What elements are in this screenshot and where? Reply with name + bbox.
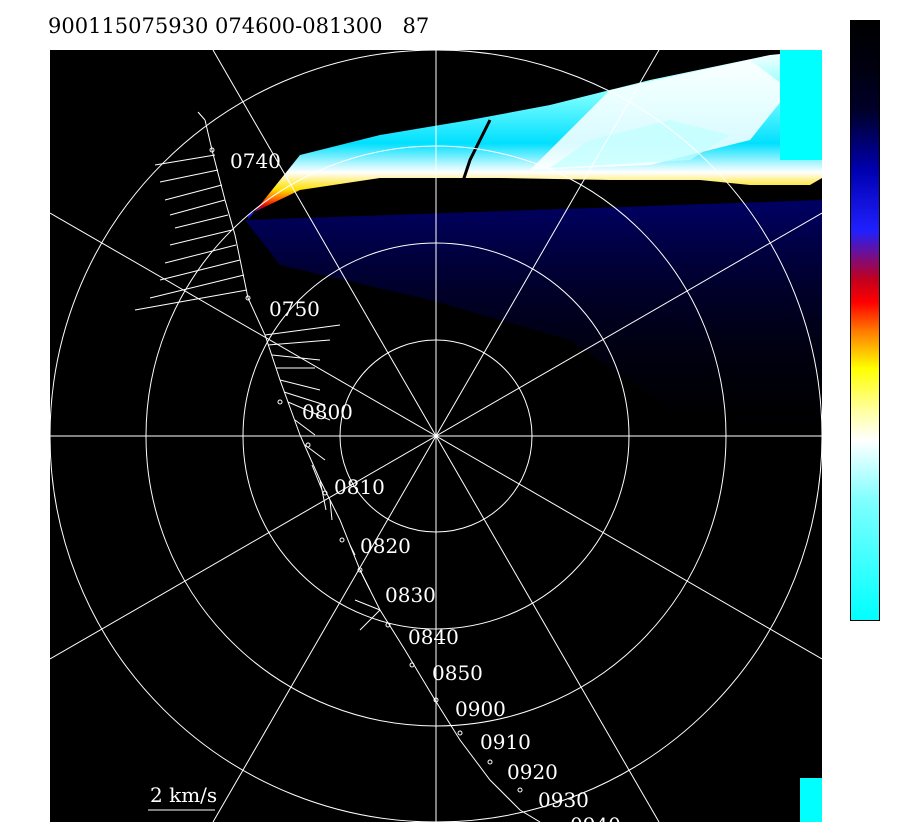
time-label: 0740 xyxy=(230,149,281,173)
time-label: 0920 xyxy=(507,760,558,784)
polar-plot: 0740 0750 0800 0810 0820 0830 0840 0850 … xyxy=(50,50,822,822)
aircraft-track xyxy=(134,111,541,822)
time-label: 0800 xyxy=(302,400,353,424)
time-label: 0940 xyxy=(570,813,621,822)
azimuth-spokes xyxy=(50,50,822,822)
time-label: 0810 xyxy=(334,475,385,499)
echo-fade-region xyxy=(245,200,822,440)
color-scale-bar xyxy=(850,20,880,621)
echo-band xyxy=(248,50,822,822)
time-label: 0830 xyxy=(385,583,436,607)
time-label: 0850 xyxy=(432,661,483,685)
time-label: 0750 xyxy=(269,297,320,321)
time-label: 0840 xyxy=(408,625,459,649)
time-labels: 0740 0750 0800 0810 0820 0830 0840 0850 … xyxy=(230,149,621,822)
time-label: 0930 xyxy=(538,788,589,812)
time-label: 0900 xyxy=(455,697,506,721)
scale-label: 2 km/s xyxy=(150,783,217,807)
time-label: 0820 xyxy=(360,534,411,558)
plot-title: 900115075930 074600-081300 87 xyxy=(48,14,430,38)
scale-bar: 2 km/s xyxy=(148,783,217,811)
time-label: 0910 xyxy=(480,730,531,754)
